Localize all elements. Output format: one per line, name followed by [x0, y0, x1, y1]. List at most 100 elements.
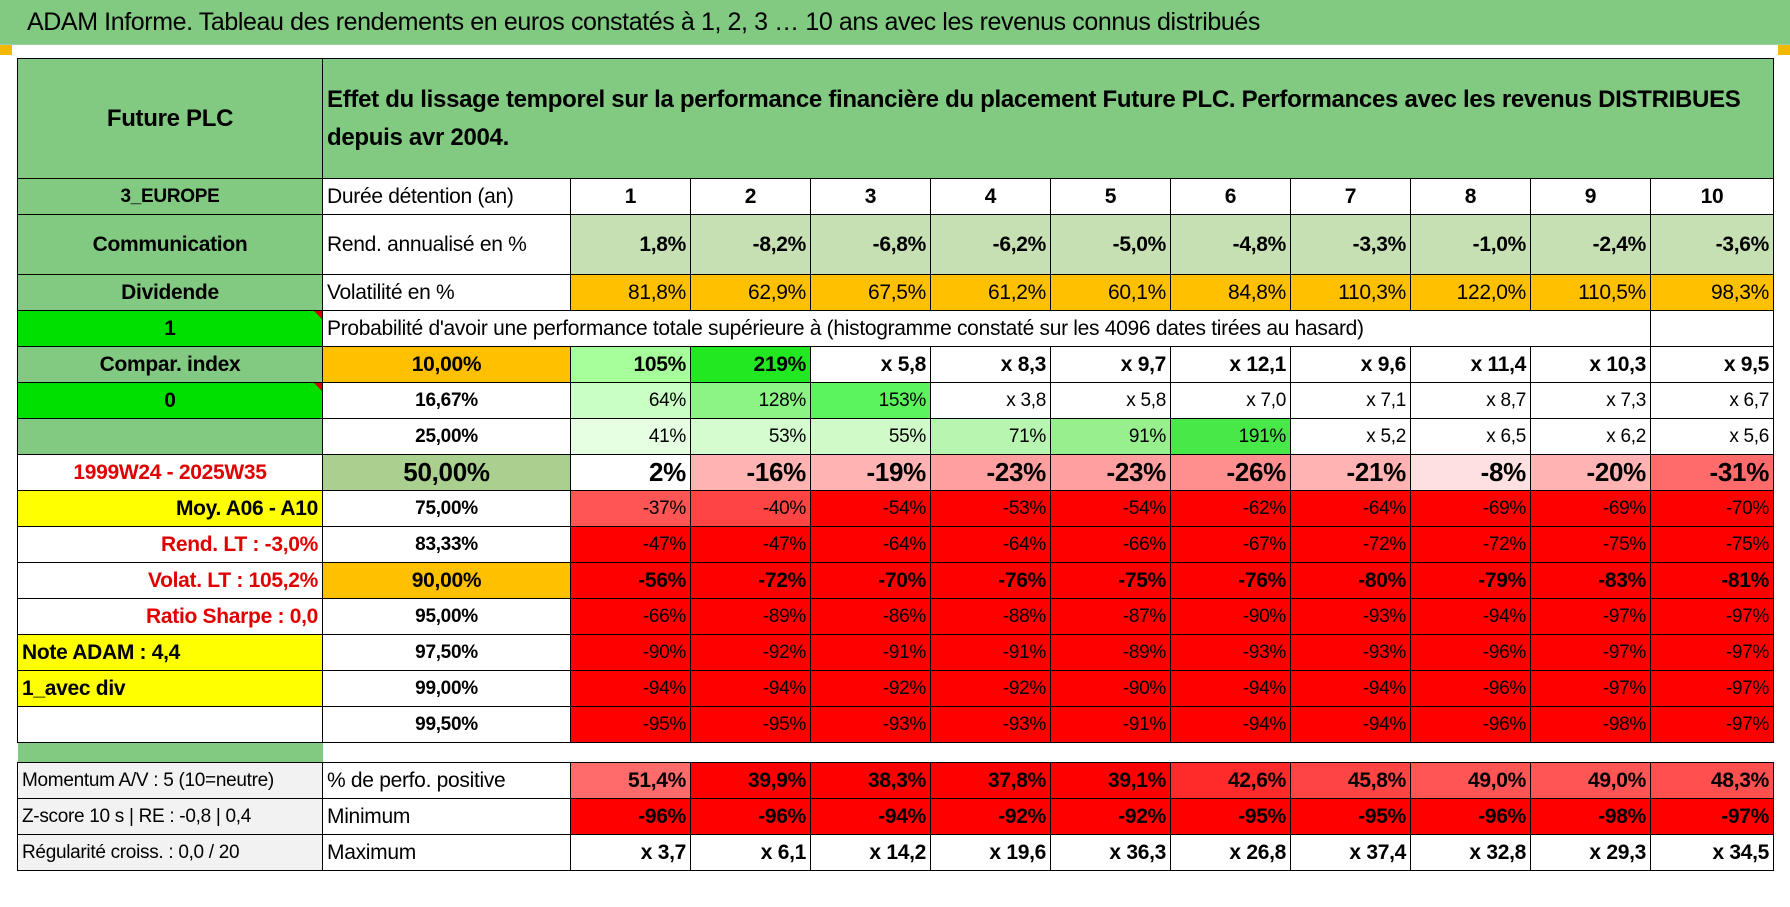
blank-cell: [1649, 310, 1775, 347]
percentile-value: -75%: [1530, 526, 1651, 563]
percentile-label: 16,67%: [322, 382, 571, 419]
percentile-label: 90,00%: [322, 562, 571, 599]
percentile-value: -47%: [570, 526, 691, 563]
percentile-value: -72%: [690, 562, 811, 599]
dividend-value-cell[interactable]: 1: [17, 310, 323, 347]
perf-pos-value: 39,1%: [1050, 762, 1171, 799]
percentile-label: 95,00%: [322, 598, 571, 635]
percentile-value: -91%: [1050, 706, 1171, 743]
percentile-label: 83,33%: [322, 526, 571, 563]
percentile-value: -54%: [1050, 490, 1171, 527]
percentile-value: -56%: [570, 562, 691, 599]
avec-div-cell: 1_avec div: [17, 670, 323, 707]
duree-label: Durée détention (an): [322, 178, 571, 215]
min-value: -92%: [930, 798, 1051, 835]
sharpe-cell: Ratio Sharpe : 0,0: [17, 598, 323, 635]
note-adam-cell: Note ADAM : 4,4: [17, 634, 323, 671]
perf-pos-value: 49,0%: [1530, 762, 1651, 799]
separator-green: [17, 742, 323, 763]
percentile-value: -97%: [1530, 670, 1651, 707]
min-value: -96%: [570, 798, 691, 835]
rend-value: -8,2%: [690, 214, 811, 275]
percentile-value: x 8,3: [930, 346, 1051, 383]
percentile-value: 2%: [570, 454, 691, 491]
percentile-value: -47%: [690, 526, 811, 563]
year-header: 9: [1530, 178, 1651, 215]
percentile-value: x 8,7: [1410, 382, 1531, 419]
percentile-label: 99,00%: [322, 670, 571, 707]
percentile-value: -16%: [690, 454, 811, 491]
year-header: 2: [690, 178, 811, 215]
percentile-value: -20%: [1530, 454, 1651, 491]
percentile-value: -90%: [1170, 598, 1291, 635]
percentile-value: -66%: [1050, 526, 1171, 563]
fund-name: Future PLC: [17, 58, 323, 179]
vol-value: 110,5%: [1530, 274, 1651, 311]
compar-value-cell[interactable]: 0: [17, 382, 323, 419]
perf-pos-label: % de perfo. positive: [322, 762, 571, 799]
percentile-value: -8%: [1410, 454, 1531, 491]
rend-value: -6,8%: [810, 214, 931, 275]
rend-value: -1,0%: [1410, 214, 1531, 275]
percentile-value: -88%: [930, 598, 1051, 635]
probability-caption: Probabilité d'avoir une performance tota…: [322, 310, 1531, 347]
percentile-value: -93%: [1170, 634, 1291, 671]
vol-value: 62,9%: [690, 274, 811, 311]
percentile-value: -70%: [1649, 490, 1775, 527]
percentile-value: x 5,2: [1290, 418, 1411, 455]
percentile-label: 75,00%: [322, 490, 571, 527]
zscore-cell: Z-score 10 s | RE : -0,8 | 0,4: [17, 798, 323, 835]
max-value: x 3,7: [570, 834, 691, 871]
vol-value: 61,2%: [930, 274, 1051, 311]
rend-lt-cell: Rend. LT : -3,0%: [17, 526, 323, 563]
percentile-value: -94%: [1290, 706, 1411, 743]
percentile-value: 191%: [1170, 418, 1291, 455]
blank-cell: [1531, 311, 1651, 347]
region-cell: 3_EUROPE: [17, 178, 323, 215]
max-label: Maximum: [322, 834, 571, 871]
percentile-label: 25,00%: [322, 418, 571, 455]
percentile-value: -97%: [1649, 634, 1775, 671]
perf-pos-value: 39,9%: [690, 762, 811, 799]
year-header: 10: [1649, 178, 1775, 215]
percentile-label: 10,00%: [322, 346, 571, 383]
percentile-value: -92%: [810, 670, 931, 707]
period-cell: 1999W24 - 2025W35: [17, 454, 323, 491]
percentile-value: -80%: [1290, 562, 1411, 599]
perf-pos-value: 49,0%: [1410, 762, 1531, 799]
percentile-value: -90%: [570, 634, 691, 671]
percentile-value: x 5,8: [1050, 382, 1171, 419]
percentile-value: -69%: [1530, 490, 1651, 527]
percentile-value: -23%: [1050, 454, 1171, 491]
table-description: Effet du lissage temporel sur la perform…: [321, 58, 1775, 179]
percentile-value: -72%: [1410, 526, 1531, 563]
rend-value: -3,3%: [1290, 214, 1411, 275]
percentile-value: -93%: [1290, 634, 1411, 671]
blank-cell: [17, 706, 323, 743]
perf-pos-value: 37,8%: [930, 762, 1051, 799]
vol-value: 81,8%: [570, 274, 691, 311]
percentile-value: -64%: [1290, 490, 1411, 527]
percentile-value: -67%: [1170, 526, 1291, 563]
percentile-value: x 6,7: [1649, 382, 1775, 419]
percentile-value: -96%: [1410, 634, 1531, 671]
dividend-label-cell: Dividende: [17, 274, 323, 311]
min-label: Minimum: [322, 798, 571, 835]
max-value: x 6,1: [690, 834, 811, 871]
percentile-value: -40%: [690, 490, 811, 527]
percentile-value: -93%: [1290, 598, 1411, 635]
percentile-value: -37%: [570, 490, 691, 527]
max-value: x 37,4: [1290, 834, 1411, 871]
vol-label: Volatilité en %: [322, 274, 571, 311]
regularite-cell: Régularité croiss. : 0,0 / 20: [17, 834, 323, 871]
vol-value: 60,1%: [1050, 274, 1171, 311]
moy-cell: Moy. A06 - A10: [17, 490, 323, 527]
percentile-value: -69%: [1410, 490, 1531, 527]
percentile-value: 71%: [930, 418, 1051, 455]
separator: [323, 743, 1774, 763]
percentile-value: 91%: [1050, 418, 1171, 455]
rend-value: -4,8%: [1170, 214, 1291, 275]
percentile-value: -92%: [930, 670, 1051, 707]
percentile-value: -94%: [690, 670, 811, 707]
max-value: x 29,3: [1530, 834, 1651, 871]
